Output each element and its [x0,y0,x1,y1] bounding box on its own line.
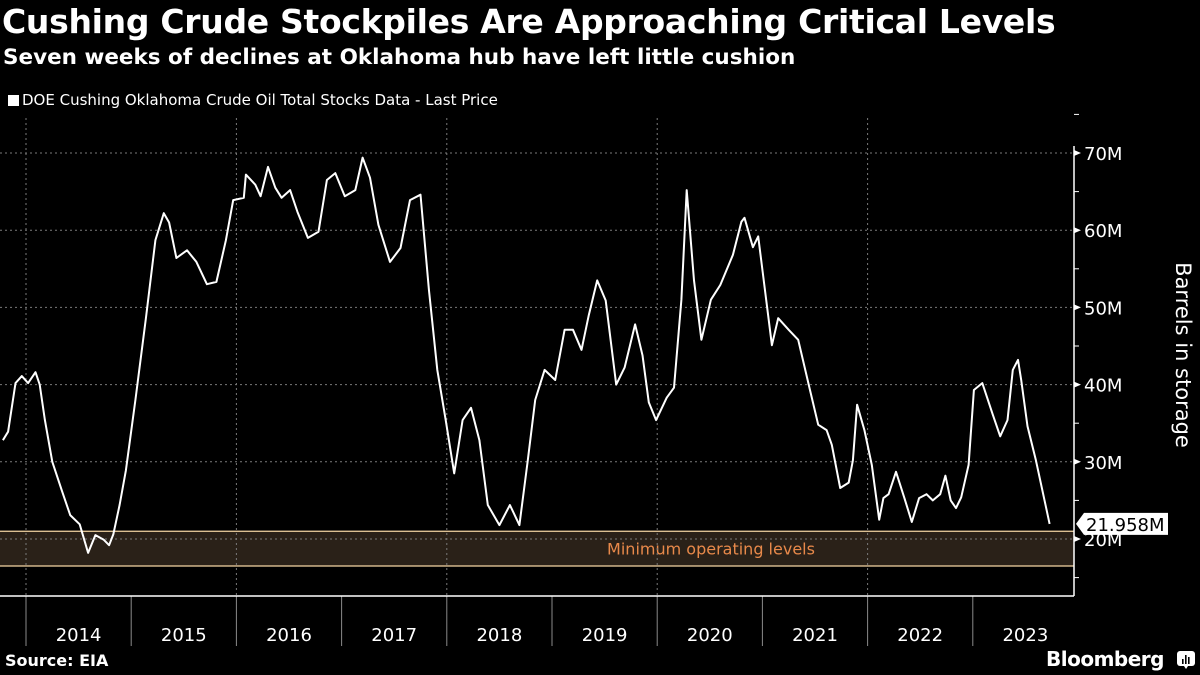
y-tick-label: 50M [1084,298,1122,319]
legend-swatch [8,94,19,106]
y-tick-label: 30M [1084,453,1122,474]
x-tick-label: 2018 [476,625,522,646]
y-tick [1074,227,1081,234]
x-tick-label: 2016 [266,625,312,646]
x-tick-label: 2014 [56,625,102,646]
bloomberg-terminal-icon [1177,651,1195,669]
series-line-cushing-stocks [2,156,1051,554]
y-tick [1074,304,1081,311]
x-tick-label: 2019 [582,625,628,646]
last-value-badge [1076,512,1168,535]
x-tick-label: 2023 [1002,625,1048,646]
y-tick-label: 20M [1084,530,1122,551]
x-tick-label: 2020 [687,625,733,646]
chart-title: Cushing Crude Stockpiles Are Approaching… [2,2,1056,41]
y-tick [1074,536,1081,542]
x-tick-label: 2017 [371,625,417,646]
source-note: Source: EIA [5,651,109,670]
y-tick [1074,150,1081,156]
y-tick-label: 40M [1084,376,1122,397]
x-tick-label: 2021 [792,625,838,646]
legend-label: DOE Cushing Oklahoma Crude Oil Total Sto… [22,91,498,109]
x-tick-label: 2022 [897,625,943,646]
bloomberg-logo: Bloomberg [1046,647,1164,671]
x-tick-label: 2015 [161,625,207,646]
band-label: Minimum operating levels [607,540,815,559]
y-axis-title: Barrels in storage [1171,262,1195,448]
min-operating-band [0,531,1074,567]
y-tick [1074,458,1081,465]
y-tick-label: 70M [1084,144,1122,165]
y-tick-label: 60M [1084,221,1122,242]
legend: DOE Cushing Oklahoma Crude Oil Total Sto… [8,91,498,109]
chart-subtitle: Seven weeks of declines at Oklahoma hub … [3,45,796,70]
y-tick [1074,381,1081,388]
last-value-label: 21.958M [1086,515,1165,536]
